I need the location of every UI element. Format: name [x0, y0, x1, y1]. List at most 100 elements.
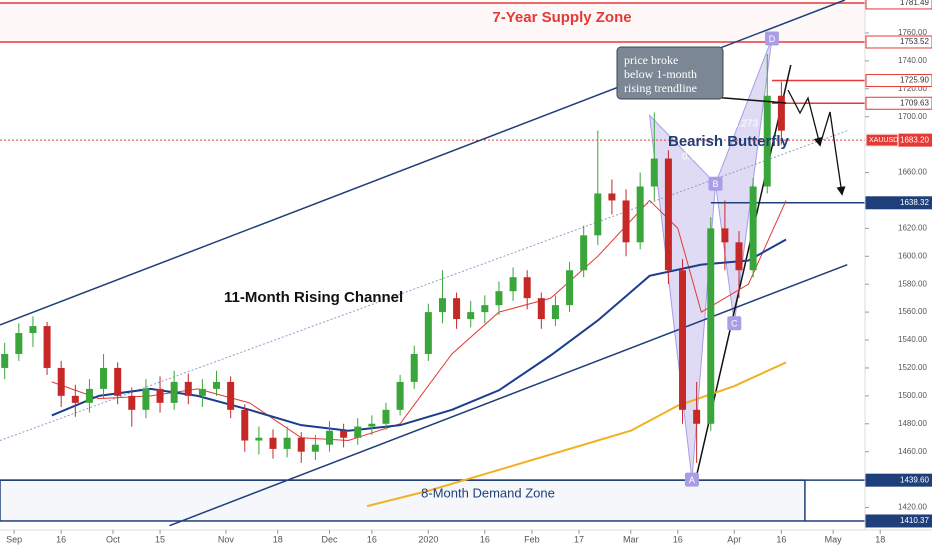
projection-arrow	[819, 111, 846, 196]
price-label-box	[865, 0, 932, 10]
x-tick-label: Nov	[218, 534, 235, 544]
projection-arrow	[787, 89, 823, 147]
price-label-box	[865, 74, 932, 88]
callout-text: below 1-month	[624, 67, 697, 81]
candle-body	[368, 423, 376, 427]
price-label: 1781.49	[900, 0, 929, 7]
candle-body	[453, 298, 461, 320]
candle-body	[438, 298, 446, 313]
ratio-label: 2.273	[733, 119, 758, 130]
candle-body	[85, 388, 93, 403]
x-tick-label: Oct	[106, 534, 121, 544]
candle-body	[693, 409, 701, 424]
y-tick-label: 1460.00	[898, 447, 927, 456]
x-tick-label: Dec	[321, 534, 338, 544]
candle-body	[650, 158, 658, 187]
candle-body	[142, 388, 150, 410]
x-tick-label: 18	[273, 534, 283, 544]
price-label: 1410.37	[900, 516, 929, 525]
y-tick-label: 1580.00	[898, 279, 927, 288]
x-tick-label: 15	[155, 534, 165, 544]
candle-body	[622, 200, 630, 243]
zone	[0, 2, 865, 42]
x-tick-label: 17	[574, 534, 584, 544]
candle-body	[114, 367, 122, 396]
candle-body	[537, 298, 545, 320]
y-tick-label: 1520.00	[898, 363, 927, 372]
y-tick-label: 1600.00	[898, 251, 927, 260]
candle-body	[735, 242, 743, 271]
price-label-box	[865, 96, 932, 110]
y-tick-label: 1760.00	[898, 28, 927, 37]
candle-body	[29, 326, 37, 334]
y-tick-label: 1740.00	[898, 56, 927, 65]
candle-body	[198, 388, 206, 396]
price-label-box	[865, 35, 932, 49]
candle-body	[396, 381, 404, 410]
candle-body	[664, 158, 672, 271]
candle-body	[580, 235, 588, 271]
candle-body	[283, 437, 291, 449]
candle-body	[707, 228, 715, 424]
x-tick-label: Sep	[6, 534, 22, 544]
candle-body	[325, 430, 333, 445]
candle-body	[777, 95, 785, 131]
candle-body	[509, 277, 517, 292]
candle-body	[594, 193, 602, 236]
y-tick-label: 1420.00	[898, 503, 927, 512]
moving-average	[51, 199, 787, 442]
y-tick-label: 1720.00	[898, 84, 927, 93]
x-tick-label: Feb	[524, 534, 540, 544]
x-tick-label: 16	[367, 534, 377, 544]
callout-text: rising trendline	[624, 81, 697, 95]
candle-body	[71, 395, 79, 403]
price-label: 1725.90	[900, 76, 929, 85]
candle-body	[340, 430, 348, 438]
candle-body	[241, 409, 249, 441]
candle-body	[566, 270, 574, 306]
price-label-box	[865, 514, 932, 528]
y-tick-label: 1560.00	[898, 307, 927, 316]
candle-body	[1, 353, 9, 368]
candle-body	[424, 312, 432, 354]
pattern-label: D	[769, 34, 776, 44]
x-tick-label: May	[825, 534, 843, 544]
x-tick-label: 18	[875, 534, 885, 544]
callout: price broke below 1-month rising trendli…	[616, 46, 787, 104]
pattern-label: C	[731, 319, 738, 329]
y-tick-label: 1540.00	[898, 335, 927, 344]
candle-body	[297, 437, 305, 452]
x-tick-label: 16	[776, 534, 786, 544]
candle-body	[15, 333, 23, 354]
channel-label: 11-Month Rising Channel	[224, 289, 403, 306]
x-tick-label: Mar	[623, 534, 639, 544]
pattern-label: A	[689, 475, 695, 485]
candle-body	[269, 437, 277, 449]
plot	[0, 0, 865, 527]
zone-label: 8-Month Demand Zone	[421, 485, 555, 500]
callout-box	[616, 46, 724, 100]
plot-under	[0, 2, 865, 522]
candle-body	[410, 353, 418, 382]
symbol-box	[865, 133, 899, 147]
candle-body	[679, 270, 687, 410]
candle-body	[354, 426, 362, 438]
price-label: 1638.32	[900, 198, 929, 207]
axes: 1420.001440.001460.001480.001500.001520.…	[6, 0, 932, 544]
pattern-point	[764, 31, 779, 46]
candle-body	[523, 277, 531, 299]
candle-body	[551, 305, 559, 320]
symbol-label: XAUUSD	[869, 137, 898, 144]
candle-body	[382, 409, 390, 424]
y-tick-label: 1660.00	[898, 168, 927, 177]
candle-body	[213, 381, 221, 389]
candle-body	[636, 186, 644, 243]
price-label: 1683.20	[900, 135, 929, 144]
y-tick-label: 1620.00	[898, 223, 927, 232]
price-label-box	[865, 473, 932, 487]
candle-body	[763, 95, 771, 187]
candle-body	[721, 228, 729, 243]
x-tick-label: 16	[480, 534, 490, 544]
candle-body	[128, 395, 136, 410]
zone	[0, 479, 806, 522]
